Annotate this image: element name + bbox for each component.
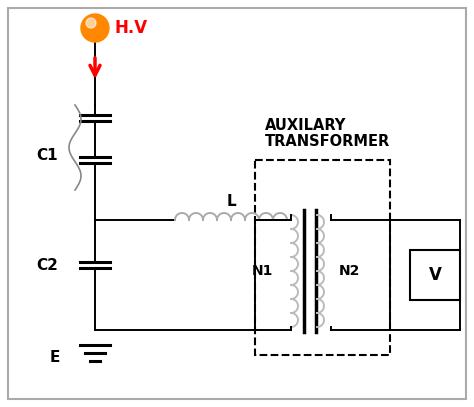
Text: C2: C2 [36,258,58,273]
Text: L: L [226,195,236,210]
Bar [410,250,460,300]
Text: V: V [428,266,441,284]
Bar [255,160,390,355]
Circle shape [86,18,96,28]
Text: N2: N2 [339,264,360,278]
Circle shape [81,14,109,42]
Text: AUXILARY: AUXILARY [265,118,346,133]
Text: N1: N1 [252,264,273,278]
Text: C1: C1 [36,147,58,162]
Text: H.V: H.V [115,19,148,37]
Text: TRANSFORMER: TRANSFORMER [265,134,390,149]
Text: E: E [50,350,60,365]
